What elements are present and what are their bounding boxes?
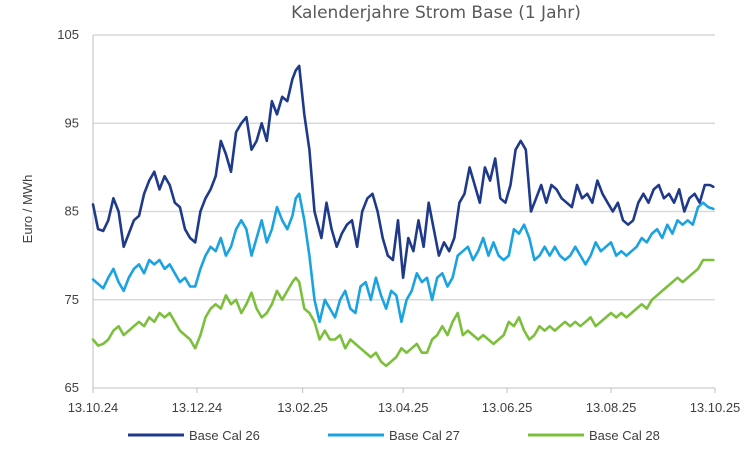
y-tick-label: 95 [65,115,79,130]
y-tick-label: 105 [57,27,79,42]
series-lines [91,64,715,368]
x-tick-label: 13.06.25 [482,400,533,415]
x-tick-label: 13.10.25 [690,400,741,415]
x-tick-label: 13.12.24 [172,400,223,415]
chart-title: Kalenderjahre Strom Base (1 Jahr) [291,3,581,23]
x-tick-label: 13.08.25 [586,400,637,415]
x-tick-label: 13.10.24 [68,400,119,415]
x-axis: 13.10.24 13.12.24 13.02.25 13.04.25 13.06.25… [68,35,741,415]
series-line-2 [91,192,715,324]
y-tick-label: 85 [65,204,79,219]
x-tick-label: 13.04.25 [378,400,429,415]
series-line-3 [91,258,715,368]
x-tick-label: 13.02.25 [277,400,328,415]
series-line-1 [91,64,715,279]
y-tick-label: 75 [65,292,79,307]
legend: Base Cal 26 Base Cal 27 Base Cal 28 [128,428,660,443]
gridlines [93,34,715,301]
legend-label: Base Cal 28 [589,428,660,443]
y-axis-label: Euro / MWh [20,175,35,244]
legend-label: Base Cal 26 [189,428,260,443]
legend-label: Base Cal 27 [389,428,460,443]
y-tick-label: 65 [65,380,79,395]
y-axis-ticks: 65 75 85 95 105 [57,27,79,395]
